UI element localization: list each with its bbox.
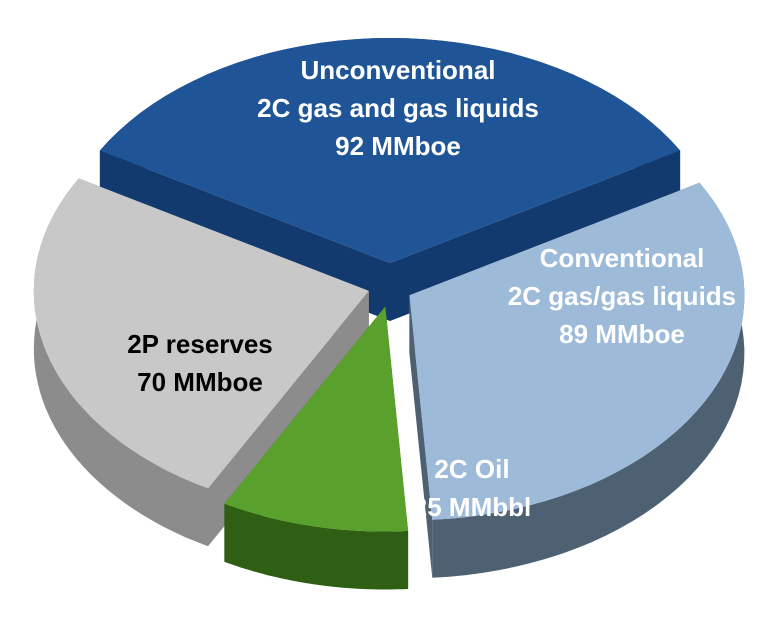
slice-label: 92 MMboe <box>335 131 461 161</box>
slice-label: 2C gas and gas liquids <box>257 93 539 123</box>
slice-top <box>409 182 745 520</box>
slice-label: Unconventional <box>300 55 495 85</box>
slice-wall <box>224 503 409 590</box>
slice-top <box>33 178 369 489</box>
slice-top <box>224 306 409 532</box>
slice-top <box>99 38 681 263</box>
slice-wall <box>33 178 208 547</box>
slice-label: 2C Oil <box>434 454 509 484</box>
slice-side-face <box>409 295 433 578</box>
slice-label: 70 MMboe <box>137 367 263 397</box>
slice-label: 2C gas/gas liquids <box>508 281 736 311</box>
slice-label: 2P reserves <box>127 329 273 359</box>
slice-label: 25 MMbbl <box>413 492 531 522</box>
slice-wall <box>432 182 745 578</box>
slice-label: 89 MMboe <box>559 319 685 349</box>
slice-label: Conventional <box>540 243 705 273</box>
